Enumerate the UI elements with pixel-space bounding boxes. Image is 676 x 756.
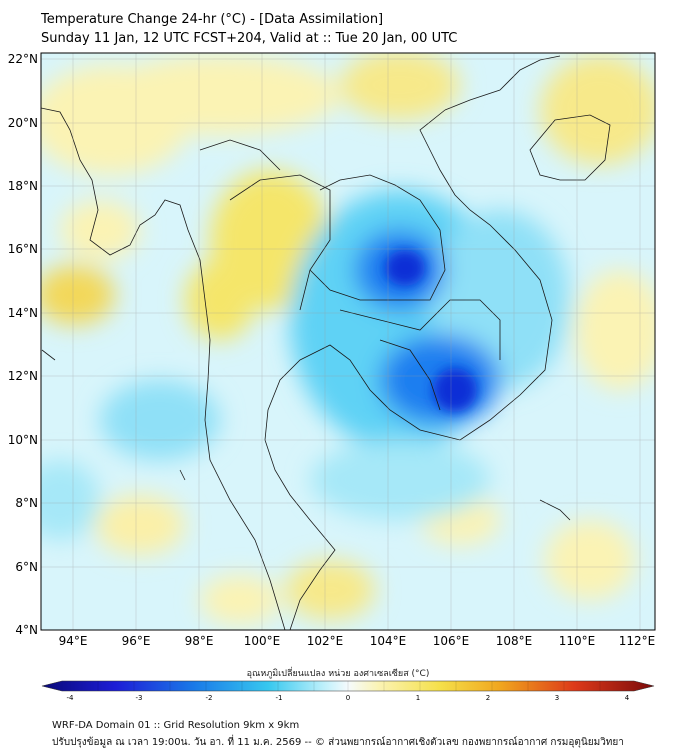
footer-credit: ปรับปรุงข้อมูล ณ เวลา 19:00น. วัน อา. ที…	[52, 737, 624, 748]
lat-label-10: 10°N	[8, 433, 38, 447]
lat-label-14: 14°N	[8, 306, 38, 320]
footer-model-info: WRF-DA Domain 01 :: Grid Resolution 9km …	[52, 720, 300, 731]
colorbar-tick-neg2: -2	[206, 694, 213, 702]
colorbar-title: อุณหภูมิเปลี่ยนแปลง หน่วย องศาเซลเซียส (…	[246, 669, 430, 679]
colorbar-tick-1: 1	[416, 694, 420, 702]
temperature-field	[41, 53, 655, 630]
colorbar-tick-neg3: -3	[136, 694, 143, 702]
colorbar-tick-3: 3	[555, 694, 559, 702]
lon-labels: 94°E 96°E 98°E 100°E 102°E 104°E 106°E 1…	[59, 634, 656, 648]
lat-label-22: 22°N	[8, 52, 38, 66]
lat-label-12: 12°N	[8, 369, 38, 383]
map-subtitle: Sunday 11 Jan, 12 UTC FCST+204, Valid at…	[41, 31, 458, 46]
lon-label-110: 110°E	[559, 634, 596, 648]
lat-label-18: 18°N	[8, 179, 38, 193]
lat-label-16: 16°N	[8, 242, 38, 256]
lon-label-98: 98°E	[185, 634, 214, 648]
colorbar-tick-0: 0	[346, 694, 350, 702]
lon-label-106: 106°E	[433, 634, 470, 648]
lat-label-4: 4°N	[15, 623, 38, 637]
colorbar-segments	[97, 681, 601, 691]
lon-label-108: 108°E	[496, 634, 533, 648]
lat-label-6: 6°N	[15, 560, 38, 574]
field-cores	[385, 250, 477, 412]
lon-label-112: 112°E	[619, 634, 656, 648]
graticule	[41, 53, 655, 630]
lat-label-8: 8°N	[15, 496, 38, 510]
lat-labels: 22°N 20°N 18°N 16°N 14°N 12°N 10°N 8°N 6…	[8, 52, 38, 637]
colorbar-bar	[41, 680, 655, 692]
lon-label-104: 104°E	[370, 634, 407, 648]
map-title: Temperature Change 24-hr (°C) - [Data As…	[41, 12, 384, 27]
boundaries	[41, 55, 611, 630]
lon-label-96: 96°E	[122, 634, 151, 648]
lon-label-100: 100°E	[244, 634, 281, 648]
lon-label-102: 102°E	[307, 634, 344, 648]
lon-label-94: 94°E	[59, 634, 88, 648]
colorbar: -4 -3 -2 -1 0 1 2 3 4	[41, 680, 655, 702]
colorbar-tick-2: 2	[486, 694, 490, 702]
lat-label-20: 20°N	[8, 116, 38, 130]
colorbar-tick-4: 4	[625, 694, 630, 702]
colorbar-tick-neg1: -1	[276, 694, 283, 702]
plot-frame	[40, 52, 656, 631]
colorbar-tick-neg4: -4	[67, 694, 75, 702]
